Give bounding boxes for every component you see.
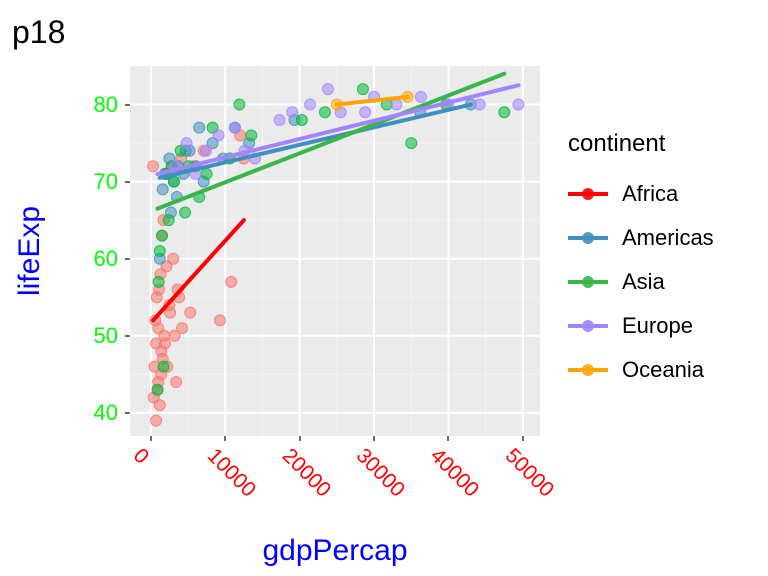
x-tick-label: 10000 [202, 444, 260, 502]
legend-label: Asia [622, 269, 665, 295]
legend-swatch [568, 309, 608, 343]
legend-swatch [568, 265, 608, 299]
legend: continent Africa Americas Asia Europe Oceani… [568, 130, 758, 392]
y-tick-label: 60 [94, 246, 118, 272]
legend-label: Europe [622, 313, 693, 339]
figure: p18 40 50 60 70 80 lifeExp 0 10000 20000 30000 4… [0, 0, 768, 576]
x-tick-label: 40000 [425, 444, 483, 502]
y-axis-title: lifeExp [13, 206, 47, 296]
y-tick-label: 80 [94, 92, 118, 118]
legend-item: Oceania [568, 348, 758, 392]
legend-swatch [568, 177, 608, 211]
legend-item: Africa [568, 172, 758, 216]
x-axis-title: gdpPercap [262, 534, 407, 568]
legend-label: Oceania [622, 357, 704, 383]
x-tick-label: 50000 [500, 444, 558, 502]
legend-label: Americas [622, 225, 714, 251]
legend-item: Asia [568, 260, 758, 304]
legend-label: Africa [622, 181, 678, 207]
plot-svg [130, 66, 540, 436]
legend-item: Americas [568, 216, 758, 260]
legend-swatch [568, 221, 608, 255]
plot-panel [130, 66, 540, 436]
plot-title: p18 [12, 14, 65, 51]
legend-swatch [568, 353, 608, 387]
x-tick-label: 30000 [351, 444, 409, 502]
x-tick-label: 0 [128, 444, 153, 469]
legend-title: continent [568, 130, 758, 158]
y-tick-label: 50 [94, 323, 118, 349]
y-tick-label: 40 [94, 400, 118, 426]
legend-item: Europe [568, 304, 758, 348]
x-tick-label: 20000 [277, 444, 335, 502]
y-tick-label: 70 [94, 169, 118, 195]
